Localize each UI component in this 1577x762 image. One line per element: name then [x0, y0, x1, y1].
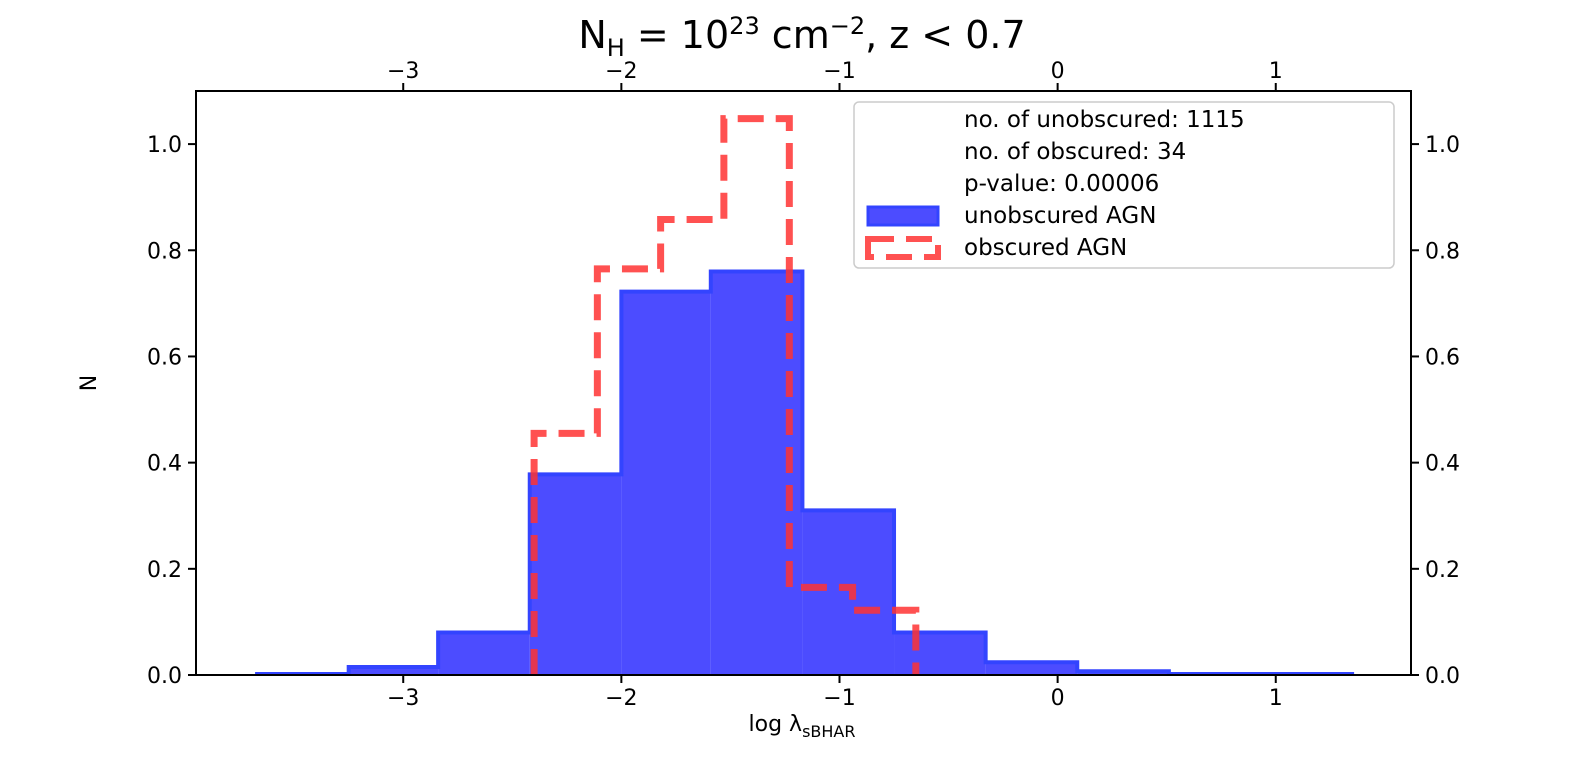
y-tick-label-right: 1.0: [1425, 133, 1460, 158]
legend-swatch-unobscured: [866, 205, 940, 227]
legend-line-p-value: p-value: 0.00006: [964, 171, 1159, 197]
unobscured-bar: [621, 291, 711, 675]
y-tick-label-left: 0.4: [147, 452, 182, 477]
x-tick-label-top: −1: [823, 59, 855, 84]
unobscured-bar: [438, 632, 530, 675]
x-tick-label-bottom: 1: [1269, 686, 1283, 711]
unobscured-bar: [985, 662, 1078, 675]
y-tick-label-right: 0.8: [1425, 239, 1460, 264]
legend: no. of unobscured: 1115 no. of obscured:…: [853, 101, 1395, 269]
y-tick-label-left: 0.0: [147, 664, 182, 689]
unobscured-bar: [529, 474, 622, 675]
x-tick-label-top: −2: [605, 59, 637, 84]
legend-line-unobscured-count: no. of unobscured: 1115: [964, 107, 1245, 133]
unobscured-outline: [255, 269, 1355, 676]
unobscured-bar: [710, 271, 803, 675]
legend-entry-unobscured: unobscured AGN: [964, 203, 1156, 229]
x-axis-label: log λsBHAR: [749, 712, 856, 741]
legend-entry-obscured: obscured AGN: [964, 235, 1127, 261]
unobscured-bar: [802, 510, 895, 675]
x-tick-label-top: 1: [1269, 59, 1283, 84]
obscured-outline: [530, 115, 920, 675]
y-tick-label-left: 1.0: [147, 133, 182, 158]
unobscured-bar: [894, 632, 986, 675]
chart-title: NH = 1023 cm−2, z < 0.7: [578, 12, 1025, 62]
y-tick-label-left: 0.8: [147, 239, 182, 264]
legend-line-obscured-count: no. of obscured: 34: [964, 139, 1186, 165]
y-tick-label-left: 0.2: [147, 558, 182, 583]
y-tick-label-left: 0.6: [147, 345, 182, 370]
y-tick-label-right: 0.0: [1425, 664, 1460, 689]
legend-swatch-obscured: [865, 236, 941, 260]
legend-box: [853, 101, 1395, 269]
y-tick-label-right: 0.2: [1425, 558, 1460, 583]
unobscured-bar: [348, 667, 439, 675]
x-tick-label-bottom: −3: [387, 686, 419, 711]
axes-frame: [195, 90, 1412, 676]
x-tick-label-top: −3: [387, 59, 419, 84]
y-tick-label-right: 0.4: [1425, 452, 1460, 477]
y-axis-label: N: [77, 375, 102, 391]
y-tick-label-right: 0.6: [1425, 345, 1460, 370]
x-tick-label-bottom: −2: [605, 686, 637, 711]
x-tick-label-bottom: −1: [823, 686, 855, 711]
x-tick-label-bottom: 0: [1051, 686, 1065, 711]
x-tick-label-top: 0: [1051, 59, 1065, 84]
